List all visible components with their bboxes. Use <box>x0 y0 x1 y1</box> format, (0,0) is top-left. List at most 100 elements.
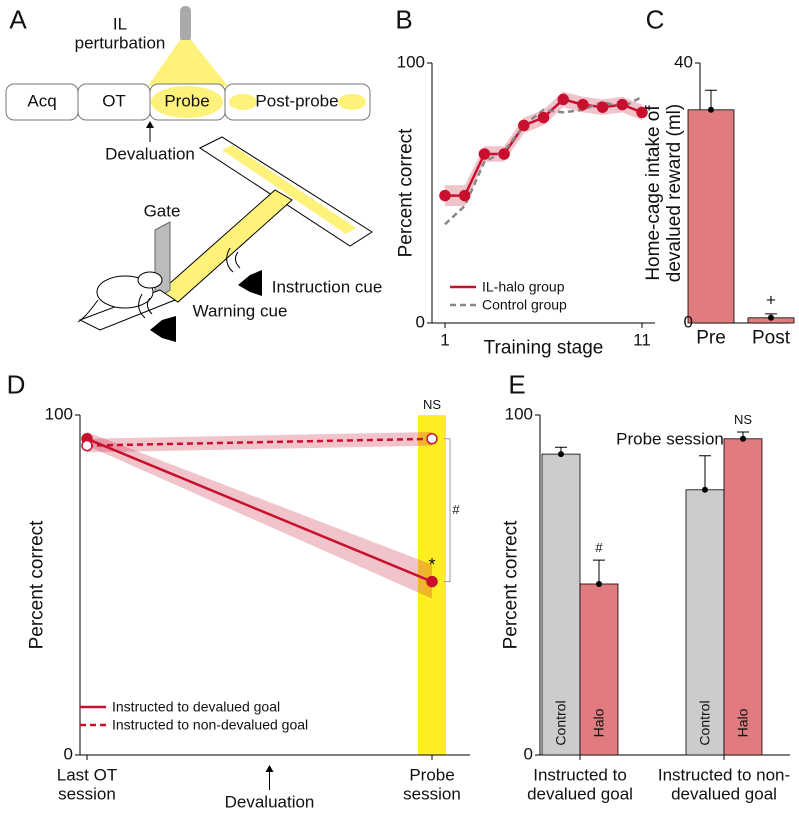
light-fiber <box>180 6 191 42</box>
perturbation-label: IL perturbation <box>74 14 166 52</box>
legend-label: Control group <box>482 296 567 313</box>
y-axis-label: Home-cage intake of devalued reward (ml) <box>643 103 685 283</box>
y-tick-label: 100 <box>396 52 425 72</box>
series-line <box>86 437 433 583</box>
x-tick-label: Last OT session <box>56 765 118 803</box>
legend-label: Instructed to devalued goal <box>112 698 281 715</box>
y-axis-label: Percent correct <box>26 520 48 650</box>
light-spot <box>151 86 223 118</box>
mean-dot <box>768 314 774 321</box>
data-point <box>518 119 530 132</box>
panel-label: B <box>395 4 413 35</box>
x-tick-label: Instructed to devalued goal <box>527 765 633 803</box>
y-tick-label: 0 <box>683 312 693 332</box>
data-point <box>426 433 438 445</box>
mean-dot <box>708 106 714 113</box>
x-tick-label: 1 <box>440 330 450 350</box>
arrow-head <box>146 121 154 128</box>
annotation: NS <box>422 396 442 412</box>
panel-label: E <box>508 369 526 400</box>
data-point <box>426 575 438 588</box>
y-tick-label: 100 <box>44 404 73 424</box>
bar <box>685 489 725 756</box>
error-bar <box>593 559 605 584</box>
gate <box>154 221 171 301</box>
error-band <box>87 432 432 599</box>
data-point <box>577 98 589 111</box>
data-point <box>458 189 471 202</box>
series-line <box>444 95 643 226</box>
legend-label: IL-halo group <box>482 278 565 295</box>
annotation: # <box>452 502 460 518</box>
panel-label: D <box>6 369 26 400</box>
x-tick-label: 11 <box>633 330 651 350</box>
bar <box>541 453 581 756</box>
devaluation-label: Devaluation <box>105 144 195 164</box>
y-tick-label: 0 <box>415 312 425 332</box>
error-bar <box>699 455 711 490</box>
phase-label: Probe <box>164 91 210 111</box>
bar-label: Control <box>696 700 713 746</box>
speaker <box>150 316 176 342</box>
y-tick-label: 40 <box>674 52 693 72</box>
bar <box>723 438 763 756</box>
data-point <box>81 439 93 452</box>
annotation: * <box>428 554 436 575</box>
light-spot <box>229 94 257 110</box>
x-note: Devaluation <box>224 792 315 812</box>
y-axis-label: Percent correct <box>500 520 522 650</box>
y-axis-label: Percent correct <box>395 128 417 258</box>
gate-label: Gate <box>143 201 181 221</box>
x-tick-label: Probe session <box>403 765 461 803</box>
arrow-head <box>265 765 274 772</box>
bar-label: Halo <box>590 708 607 738</box>
mouse-head <box>137 271 163 289</box>
light-spot <box>338 94 366 110</box>
chart-title: Probe session <box>616 429 724 449</box>
data-point <box>596 101 609 113</box>
panel-label: C <box>645 4 665 35</box>
speaker <box>238 270 262 296</box>
x-tick-label: Pre <box>696 327 726 349</box>
error-bar <box>705 89 717 110</box>
sound-waves <box>226 247 241 273</box>
bar-label: Halo <box>734 708 751 738</box>
mean-dot <box>558 451 564 458</box>
legend-label: Instructed to non-devalued goal <box>112 716 309 733</box>
x-tick-label: Instructed to non-devalued goal <box>657 765 791 803</box>
data-point <box>478 148 491 160</box>
bar <box>687 109 735 324</box>
maze-floor <box>222 145 356 234</box>
phase-label: OT <box>102 91 126 111</box>
bar-label: Control <box>552 700 569 746</box>
annotation: + <box>766 290 776 310</box>
bracket <box>444 438 451 583</box>
phase-label: Acq <box>27 91 57 111</box>
light-cone <box>148 40 228 86</box>
mean-dot <box>596 580 602 587</box>
mean-dot <box>702 486 708 493</box>
sound-waves <box>138 293 153 319</box>
series-line <box>86 437 433 447</box>
phase-box <box>224 83 371 121</box>
cue-label: Warning cue <box>192 301 288 321</box>
panel-label: A <box>9 4 27 35</box>
mean-dot <box>740 435 746 442</box>
cue-label: Instruction cue <box>271 277 383 297</box>
mouse-tail <box>77 299 99 323</box>
data-point <box>636 106 648 119</box>
x-tick-label: Post <box>751 327 791 349</box>
data-point <box>537 111 550 124</box>
data-point <box>616 98 629 111</box>
y-tick-label: 0 <box>63 744 73 764</box>
annotation: # <box>595 540 603 556</box>
data-point <box>557 93 569 106</box>
y-tick-label: 100 <box>504 404 533 424</box>
x-axis-label: Training stage <box>483 337 604 359</box>
phase-label: Post-probe <box>255 91 339 111</box>
annotation: NS <box>733 411 753 427</box>
data-point <box>439 189 451 202</box>
y-tick-label: 0 <box>523 744 533 764</box>
